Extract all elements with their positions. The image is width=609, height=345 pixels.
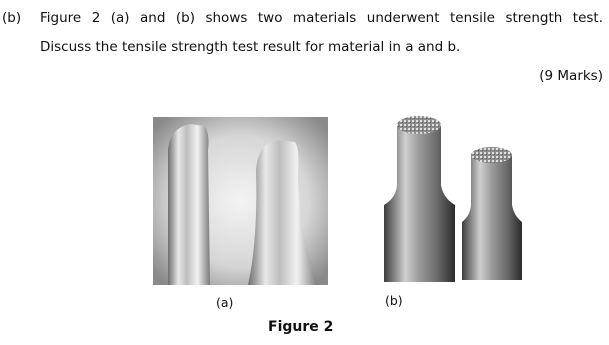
panel-label: (a) [216,295,234,310]
specimen-a-left [168,124,210,285]
fracture-surface-left [397,116,441,134]
specimen-b-right [462,154,522,280]
question-line: Discuss the tensile strength test result… [40,39,461,55]
specimen-b-left [384,124,455,282]
fracture-surface-right [471,147,512,163]
question-line: Figure 2 (a) and (b) shows two materials… [40,10,603,26]
specimen-a-right [248,140,318,285]
marks: (9 Marks) [539,68,603,84]
figure-caption: Figure 2 [268,319,334,335]
question-label: (b) [2,10,22,26]
panel-label: (b) [385,293,403,308]
